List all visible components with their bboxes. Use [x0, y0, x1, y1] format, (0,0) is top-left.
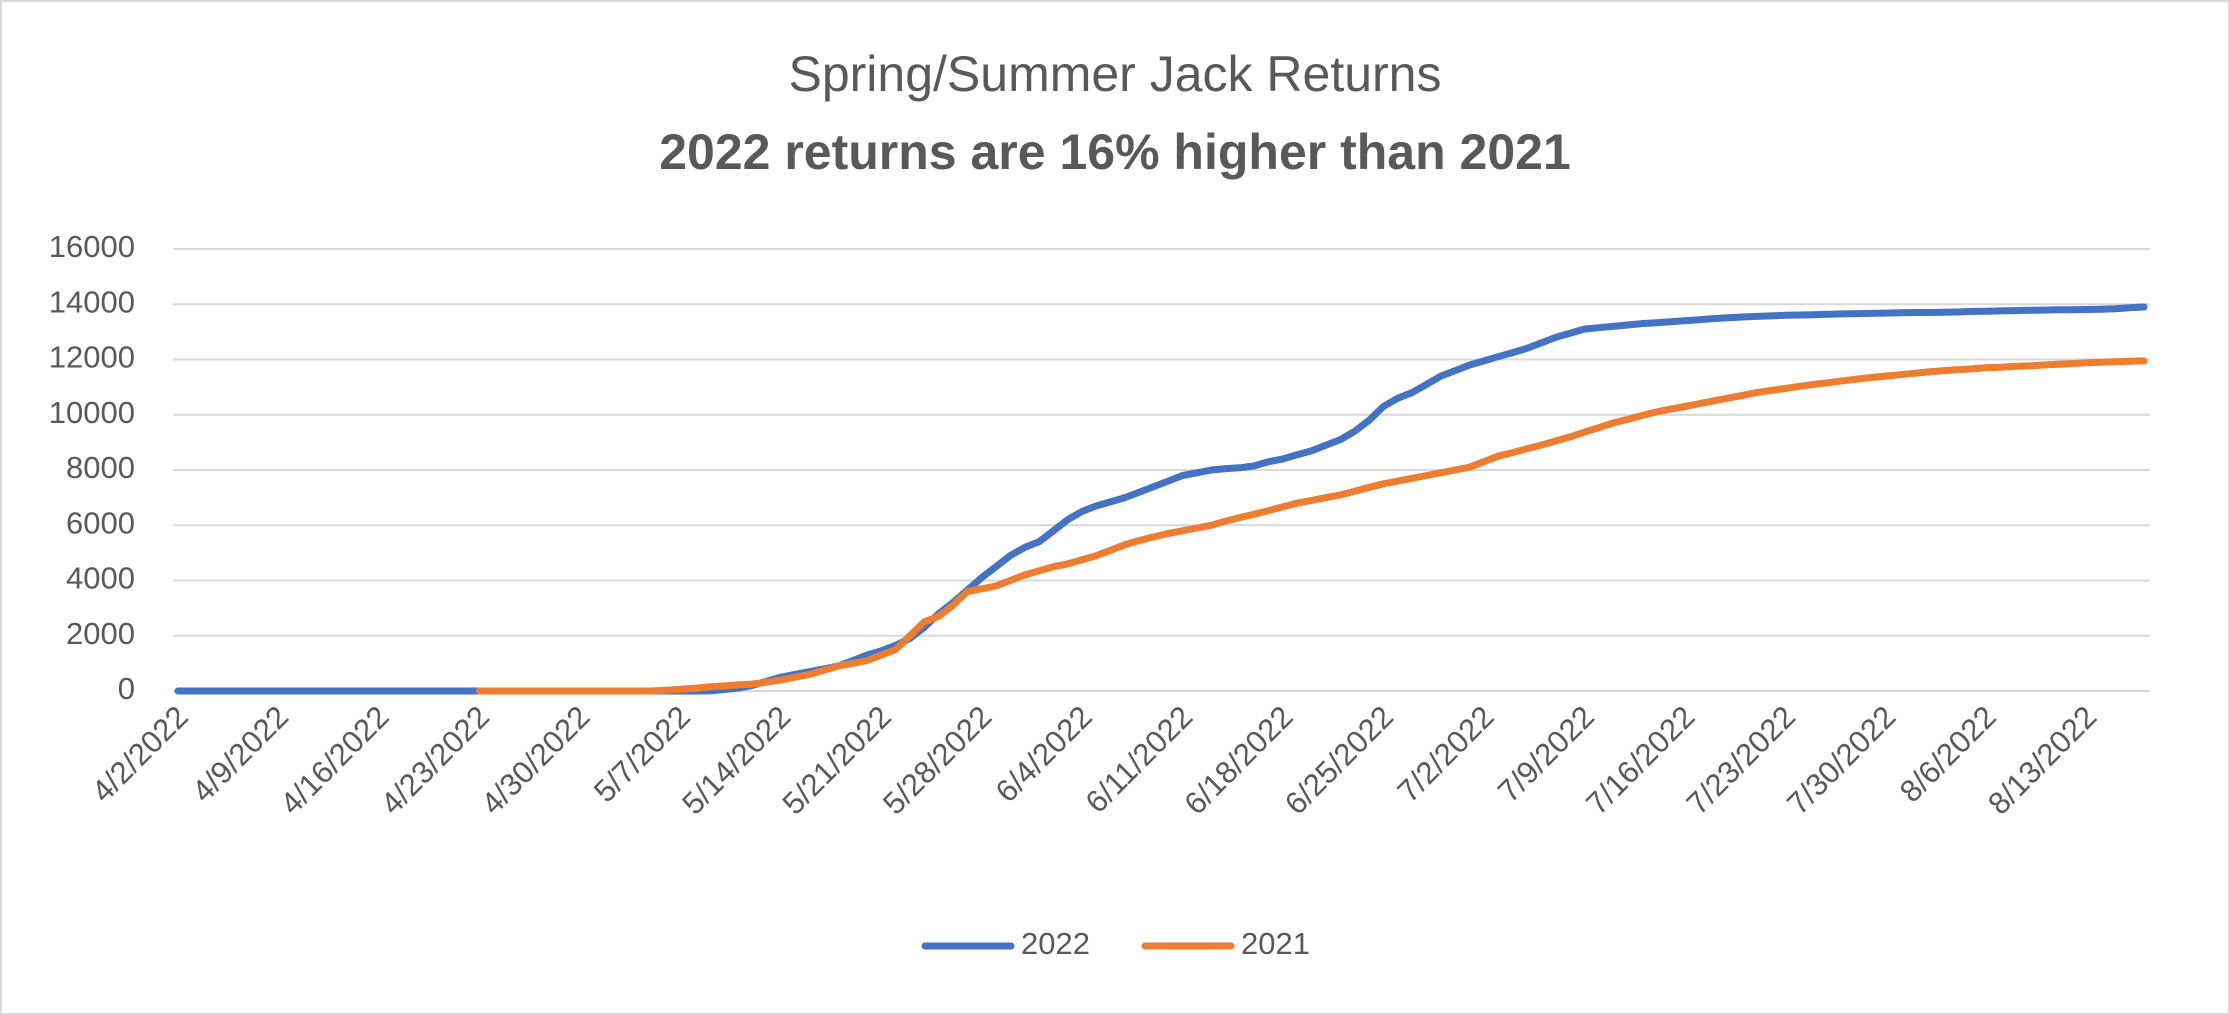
y-tick-label: 0 [118, 671, 135, 706]
chart-subtitle: 2022 returns are 16% higher than 2021 [659, 124, 1571, 180]
y-tick-label: 16000 [49, 229, 135, 264]
y-tick-label: 14000 [49, 284, 135, 319]
y-tick-label: 10000 [49, 395, 135, 430]
chart-title: Spring/Summer Jack Returns [788, 46, 1441, 102]
y-tick-label: 6000 [66, 505, 135, 540]
legend-label: 2021 [1241, 926, 1310, 961]
y-tick-label: 2000 [66, 616, 135, 651]
legend-label: 2022 [1021, 926, 1090, 961]
y-tick-label: 4000 [66, 561, 135, 596]
y-tick-label: 12000 [49, 340, 135, 375]
y-tick-label: 8000 [66, 450, 135, 485]
series-line [475, 357, 2148, 695]
